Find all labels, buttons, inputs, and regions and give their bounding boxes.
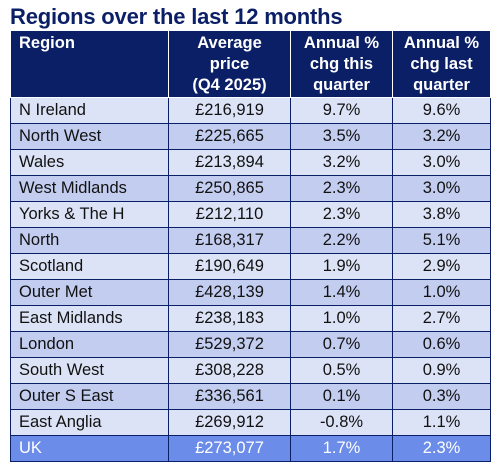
cell-average-price: £336,561 (168, 383, 291, 410)
table-row: North £168,317 2.2% 5.1% (10, 227, 491, 254)
cell-average-price: £269,912 (168, 409, 291, 436)
cell-chg-this: 2.3% (290, 201, 393, 228)
cell-region: East Midlands (10, 305, 169, 332)
table-row: Scotland £190,649 1.9% 2.9% (10, 253, 491, 280)
header-row: Region Average price (Q4 2025) Annual % … (10, 30, 491, 98)
cell-chg-last: 9.6% (392, 97, 491, 124)
header-line: chg this (309, 55, 374, 73)
cell-average-price: £168,317 (168, 227, 291, 254)
header-annual-chg-this: Annual % chg this quarter (290, 30, 393, 98)
cell-average-price: £213,894 (168, 149, 291, 176)
cell-chg-last: 0.3% (392, 383, 491, 410)
chart-title: Regions over the last 12 months (10, 4, 343, 29)
cell-chg-this: 3.5% (290, 123, 393, 150)
table-row: Outer S East £336,561 0.1% 0.3% (10, 383, 491, 410)
table-row: Wales £213,894 3.2% 3.0% (10, 149, 491, 176)
table-row: London £529,372 0.7% 0.6% (10, 331, 491, 358)
table-row: Outer Met £428,139 1.4% 1.0% (10, 279, 491, 306)
cell-region: London (10, 331, 169, 358)
cell-chg-this: -0.8% (290, 409, 393, 436)
cell-chg-this: 1.7% (290, 435, 393, 462)
cell-average-price: £238,183 (168, 305, 291, 332)
cell-average-price: £190,649 (168, 253, 291, 280)
header-line: chg last (410, 55, 473, 73)
header-line: quarter (413, 76, 470, 94)
cell-chg-this: 2.3% (290, 175, 393, 202)
cell-average-price: £212,110 (168, 201, 291, 228)
cell-region: West Midlands (10, 175, 169, 202)
cell-region: Scotland (10, 253, 169, 280)
cell-chg-last: 1.0% (392, 279, 491, 306)
cell-region: Outer S East (10, 383, 169, 410)
cell-average-price: £216,919 (168, 97, 291, 124)
cell-average-price: £273,077 (168, 435, 291, 462)
cell-chg-last: 2.9% (392, 253, 491, 280)
header-line: Annual % (403, 34, 480, 52)
cell-chg-this: 1.4% (290, 279, 393, 306)
regions-table: Region Average price (Q4 2025) Annual % … (10, 30, 491, 462)
total-row: UK £273,077 1.7% 2.3% (10, 435, 491, 462)
cell-average-price: £225,665 (168, 123, 291, 150)
header-line: (Q4 2025) (192, 76, 267, 94)
header-line: quarter (313, 76, 370, 94)
cell-chg-this: 9.7% (290, 97, 393, 124)
cell-region: Wales (10, 149, 169, 176)
table-row: West Midlands £250,865 2.3% 3.0% (10, 175, 491, 202)
cell-average-price: £250,865 (168, 175, 291, 202)
cell-chg-this: 0.5% (290, 357, 393, 384)
cell-region: Outer Met (10, 279, 169, 306)
header-annual-chg-last: Annual % chg last quarter (392, 30, 491, 98)
table-row: East Midlands £238,183 1.0% 2.7% (10, 305, 491, 332)
cell-region: UK (10, 435, 169, 462)
header-line: Average (197, 34, 262, 52)
cell-chg-last: 3.8% (392, 201, 491, 228)
cell-average-price: £308,228 (168, 357, 291, 384)
cell-chg-this: 1.9% (290, 253, 393, 280)
cell-region: East Anglia (10, 409, 169, 436)
cell-region: N Ireland (10, 97, 169, 124)
table-row: East Anglia £269,912 -0.8% 1.1% (10, 409, 491, 436)
cell-chg-last: 2.3% (392, 435, 491, 462)
table-body: N Ireland £216,919 9.7% 9.6% North West £225,… (10, 97, 491, 462)
header-line: Region (19, 34, 75, 52)
cell-chg-this: 0.7% (290, 331, 393, 358)
table-row: Yorks & The H £212,110 2.3% 3.8% (10, 201, 491, 228)
cell-chg-last: 3.2% (392, 123, 491, 150)
cell-chg-this: 1.0% (290, 305, 393, 332)
table-row: North West £225,665 3.5% 3.2% (10, 123, 491, 150)
cell-chg-last: 2.7% (392, 305, 491, 332)
cell-chg-last: 1.1% (392, 409, 491, 436)
cell-chg-this: 0.1% (290, 383, 393, 410)
cell-chg-last: 5.1% (392, 227, 491, 254)
header-average-price: Average price (Q4 2025) (168, 30, 291, 98)
cell-region: North (10, 227, 169, 254)
header-line: Annual % (303, 34, 380, 52)
cell-chg-this: 3.2% (290, 149, 393, 176)
header-region: Region (10, 30, 169, 98)
cell-region: South West (10, 357, 169, 384)
cell-region: Yorks & The H (10, 201, 169, 228)
table-row: South West £308,228 0.5% 0.9% (10, 357, 491, 384)
header-line: price (209, 55, 250, 73)
cell-average-price: £428,139 (168, 279, 291, 306)
table-container: Regions over the last 12 months Region A… (10, 4, 491, 462)
cell-chg-last: 0.9% (392, 357, 491, 384)
cell-average-price: £529,372 (168, 331, 291, 358)
cell-chg-last: 3.0% (392, 149, 491, 176)
cell-chg-this: 2.2% (290, 227, 393, 254)
cell-chg-last: 0.6% (392, 331, 491, 358)
cell-chg-last: 3.0% (392, 175, 491, 202)
cell-region: North West (10, 123, 169, 150)
table-row: N Ireland £216,919 9.7% 9.6% (10, 97, 491, 124)
